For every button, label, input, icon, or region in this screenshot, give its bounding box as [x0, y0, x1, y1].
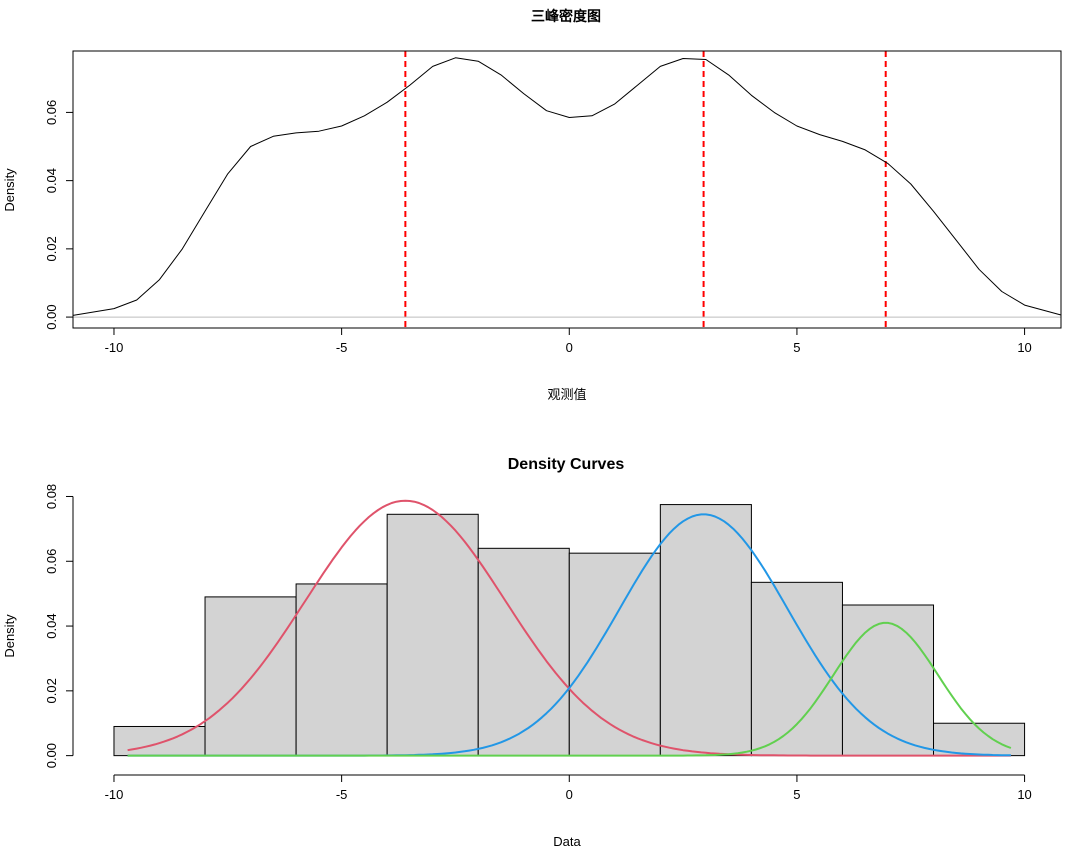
x-tick-label: -5 — [336, 787, 348, 802]
histogram-bar — [568, 552, 661, 757]
x-axis-label: 观测值 — [547, 387, 586, 402]
x-tick-label: -5 — [336, 340, 348, 355]
normal-curve — [127, 621, 1012, 757]
x-tick-label: -10 — [105, 787, 124, 802]
histogram-bar — [659, 504, 752, 757]
density-series — [72, 57, 1062, 318]
y-axis: 0.00 0.02 0.04 0.06 0.08 — [44, 484, 74, 768]
y-tick-label: 0.04 — [44, 613, 59, 638]
histogram-panel: Density Curves -10 -5 0 5 10 0.000.020.040.0… — [2, 456, 1032, 849]
histogram-bar — [386, 513, 479, 757]
y-tick-label: 0.00 — [44, 743, 59, 768]
histogram-bars — [113, 504, 1026, 757]
normal-curves — [127, 499, 1012, 757]
y-tick-label: 0.00 — [44, 304, 59, 329]
histogram-bar — [204, 596, 297, 757]
y-tick-label: 0.06 — [44, 100, 59, 125]
x-axis: -10 -5 0 5 10 — [105, 327, 1032, 355]
plot-frame — [72, 50, 1062, 329]
density-plot-panel: 三峰密度图 -10 -5 0 5 10 0.00 0.02 0.04 0.06 观测值 Den… — [2, 8, 1062, 402]
x-tick-label: 0 — [566, 340, 573, 355]
y-tick-label: 0.06 — [44, 549, 59, 574]
x-tick-label: 5 — [793, 787, 800, 802]
x-tick-label: 10 — [1017, 787, 1031, 802]
y-tick-label: 0.02 — [44, 678, 59, 703]
x-tick-label: -10 — [105, 340, 124, 355]
x-tick-label: 5 — [793, 340, 800, 355]
chart-title: Density Curves — [508, 456, 625, 473]
histogram-bar — [295, 583, 388, 757]
histogram-bar — [113, 725, 206, 757]
y-tick-label: 0.02 — [44, 236, 59, 261]
x-axis: -10 -5 0 5 10 — [105, 774, 1032, 802]
vertical-reference-lines — [404, 51, 887, 328]
y-axis-label: Density — [2, 614, 17, 658]
y-axis: 0.00 0.02 0.04 0.06 — [44, 100, 74, 330]
y-tick-label: 0.08 — [44, 484, 59, 509]
histogram-bar — [841, 604, 935, 757]
density-line — [72, 57, 1062, 316]
x-tick-label: 10 — [1017, 340, 1031, 355]
x-tick-label: 0 — [566, 787, 573, 802]
y-axis-label: Density — [2, 168, 17, 212]
chart-title: 三峰密度图 — [531, 8, 601, 25]
y-tick-label: 0.04 — [44, 168, 59, 193]
x-axis-label: Data — [553, 834, 581, 849]
histogram-bar — [750, 581, 843, 757]
